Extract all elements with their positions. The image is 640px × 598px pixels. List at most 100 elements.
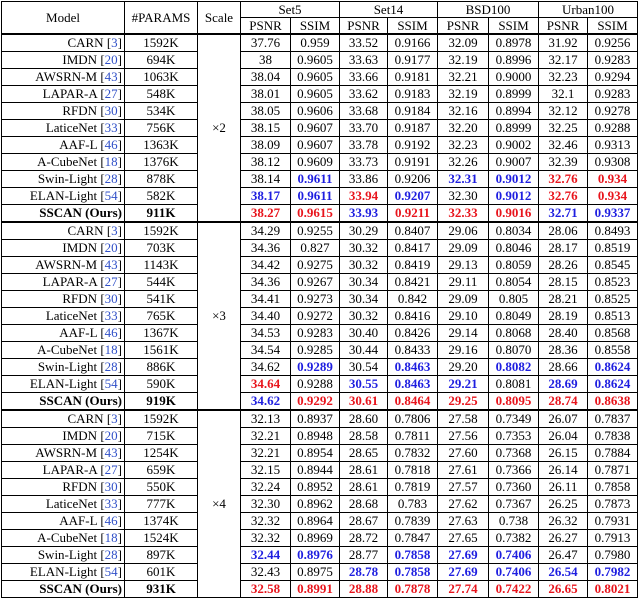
psnr-cell: 33.73 xyxy=(339,153,388,171)
citation-link[interactable]: 28 xyxy=(104,171,118,186)
model-name-cell: CARN [3] xyxy=(1,409,125,428)
ssim-cell: 0.7811 xyxy=(387,427,438,445)
citation-link[interactable]: 46 xyxy=(104,325,118,340)
psnr-cell: 38.27 xyxy=(240,204,291,223)
citation-link[interactable]: 43 xyxy=(104,445,118,460)
ssim-cell: 0.8994 xyxy=(488,102,539,120)
citation-link[interactable]: 3 xyxy=(111,411,118,426)
citation-link[interactable]: 30 xyxy=(104,479,118,494)
params-cell: 931K xyxy=(124,580,198,598)
ssim-cell: 0.8937 xyxy=(290,409,340,428)
model-name: ELAN-Light xyxy=(29,564,98,579)
citation-link[interactable]: 27 xyxy=(104,274,118,289)
ssim-cell: 0.7360 xyxy=(488,478,539,496)
model-name: AAF-L xyxy=(59,137,98,152)
ssim-cell: 0.934 xyxy=(587,187,638,205)
model-name-cell: A-CubeNet [18] xyxy=(1,529,125,547)
table-row: AAF-L [46] 1374K 32.32 0.8964 28.67 0.7839 27.… xyxy=(1,512,638,530)
citation-link[interactable]: 30 xyxy=(104,103,118,118)
ssim-header: SSIM xyxy=(387,17,438,35)
table-row: AAF-L [46] 1367K 34.53 0.9283 30.40 0.8426 29.… xyxy=(1,324,638,342)
model-name-cell: CARN [3] xyxy=(1,221,125,240)
table-row: RFDN [30] 550K 32.24 0.8952 28.61 0.7819 27.57… xyxy=(1,478,638,496)
psnr-cell: 26.32 xyxy=(538,512,588,530)
psnr-cell: 32.44 xyxy=(240,546,291,564)
psnr-cell: 30.44 xyxy=(339,341,388,359)
ssim-cell: 0.9278 xyxy=(587,102,638,120)
psnr-cell: 32.25 xyxy=(538,119,588,137)
citation-link[interactable]: 18 xyxy=(104,154,118,169)
psnr-cell: 37.76 xyxy=(240,33,291,52)
citation-link[interactable]: 27 xyxy=(104,462,118,477)
citation-link[interactable]: 28 xyxy=(104,359,118,374)
citation-link[interactable]: 54 xyxy=(104,188,118,203)
citation-link[interactable]: 3 xyxy=(111,223,118,238)
psnr-cell: 30.34 xyxy=(339,290,388,308)
psnr-cell: 28.88 xyxy=(339,580,388,598)
model-name: LAPAR-A xyxy=(42,274,98,289)
ssim-cell: 0.8954 xyxy=(290,444,340,462)
citation-link[interactable]: 33 xyxy=(104,120,118,135)
psnr-cell: 32.26 xyxy=(437,153,489,171)
ssim-cell: 0.9012 xyxy=(488,170,539,188)
citation-link[interactable]: 20 xyxy=(104,428,118,443)
model-name-cell: RFDN [30] xyxy=(1,290,125,308)
psnr-cell: 30.32 xyxy=(339,239,388,257)
citation-link[interactable]: 20 xyxy=(104,240,118,255)
citation-link[interactable]: 54 xyxy=(104,376,118,391)
psnr-cell: 28.67 xyxy=(339,512,388,530)
citation-link[interactable]: 33 xyxy=(104,496,118,511)
psnr-cell: 33.93 xyxy=(339,204,388,223)
citation-link[interactable]: 18 xyxy=(104,530,118,545)
model-name-cell: AWSRN-M [43] xyxy=(1,444,125,462)
citation-link[interactable]: 46 xyxy=(104,137,118,152)
citation-link[interactable]: 33 xyxy=(104,308,118,323)
citation-link[interactable]: 20 xyxy=(104,52,118,67)
table-row: ELAN-Light [54] 582K 38.17 0.9611 33.94 0.920… xyxy=(1,187,638,205)
psnr-cell: 33.66 xyxy=(339,68,388,86)
model-name: LaticeNet xyxy=(45,496,98,511)
ssim-cell: 0.8463 xyxy=(387,358,438,376)
ssim-cell: 0.8996 xyxy=(488,51,539,69)
psnr-header: PSNR xyxy=(240,17,291,35)
ssim-cell: 0.9000 xyxy=(488,68,539,86)
psnr-cell: 32.16 xyxy=(437,102,489,120)
citation-link[interactable]: 3 xyxy=(111,35,118,50)
ssim-cell: 0.8417 xyxy=(387,239,438,257)
ssim-cell: 0.7878 xyxy=(387,580,438,598)
citation-link[interactable]: 43 xyxy=(104,69,118,84)
table-row: AAF-L [46] 1363K 38.09 0.9607 33.78 0.9192 32.… xyxy=(1,136,638,154)
ssim-cell: 0.9288 xyxy=(290,375,340,393)
citation-link[interactable]: 28 xyxy=(104,547,118,562)
citation-link[interactable]: 27 xyxy=(104,86,118,101)
ssim-cell: 0.9012 xyxy=(488,187,539,205)
psnr-cell: 32.21 xyxy=(437,68,489,86)
table-row: LAPAR-A [27] 544K 34.36 0.9267 30.34 0.8421 29… xyxy=(1,273,638,291)
table-row: LAPAR-A [27] 659K 32.15 0.8944 28.61 0.7818 27… xyxy=(1,461,638,479)
citation-link[interactable]: 30 xyxy=(104,291,118,306)
ssim-cell: 0.842 xyxy=(387,290,438,308)
psnr-cell: 27.69 xyxy=(437,546,489,564)
ssim-cell: 0.8407 xyxy=(387,221,438,240)
ssim-cell: 0.8081 xyxy=(488,375,539,393)
table-row: IMDN [20] 694K 38 0.9605 33.63 0.9177 32.19 0.8… xyxy=(1,51,638,69)
ssim-cell: 0.8975 xyxy=(290,563,340,581)
psnr-cell: 30.61 xyxy=(339,392,388,411)
ssim-cell: 0.9289 xyxy=(290,358,340,376)
citation-link[interactable]: 46 xyxy=(104,513,118,528)
ssim-cell: 0.783 xyxy=(387,495,438,513)
params-cell: 1254K xyxy=(124,444,198,462)
ssim-cell: 0.8558 xyxy=(587,341,638,359)
citation-link[interactable]: 18 xyxy=(104,342,118,357)
model-name-cell: AAF-L [46] xyxy=(1,512,125,530)
scale-cell: ×3 xyxy=(197,221,241,411)
ssim-cell: 0.9615 xyxy=(290,204,340,223)
citation-link[interactable]: 54 xyxy=(104,564,118,579)
psnr-cell: 29.06 xyxy=(437,221,489,240)
table-row: AWSRN-M [43] 1063K 38.04 0.9605 33.66 0.9181 3… xyxy=(1,68,638,86)
citation-link[interactable]: 43 xyxy=(104,257,118,272)
model-header: Model xyxy=(1,1,125,35)
psnr-cell: 28.72 xyxy=(339,529,388,547)
ssim-cell: 0.8952 xyxy=(290,478,340,496)
table-row: A-CubeNet [18] 1376K 38.12 0.9609 33.73 0.919… xyxy=(1,153,638,171)
